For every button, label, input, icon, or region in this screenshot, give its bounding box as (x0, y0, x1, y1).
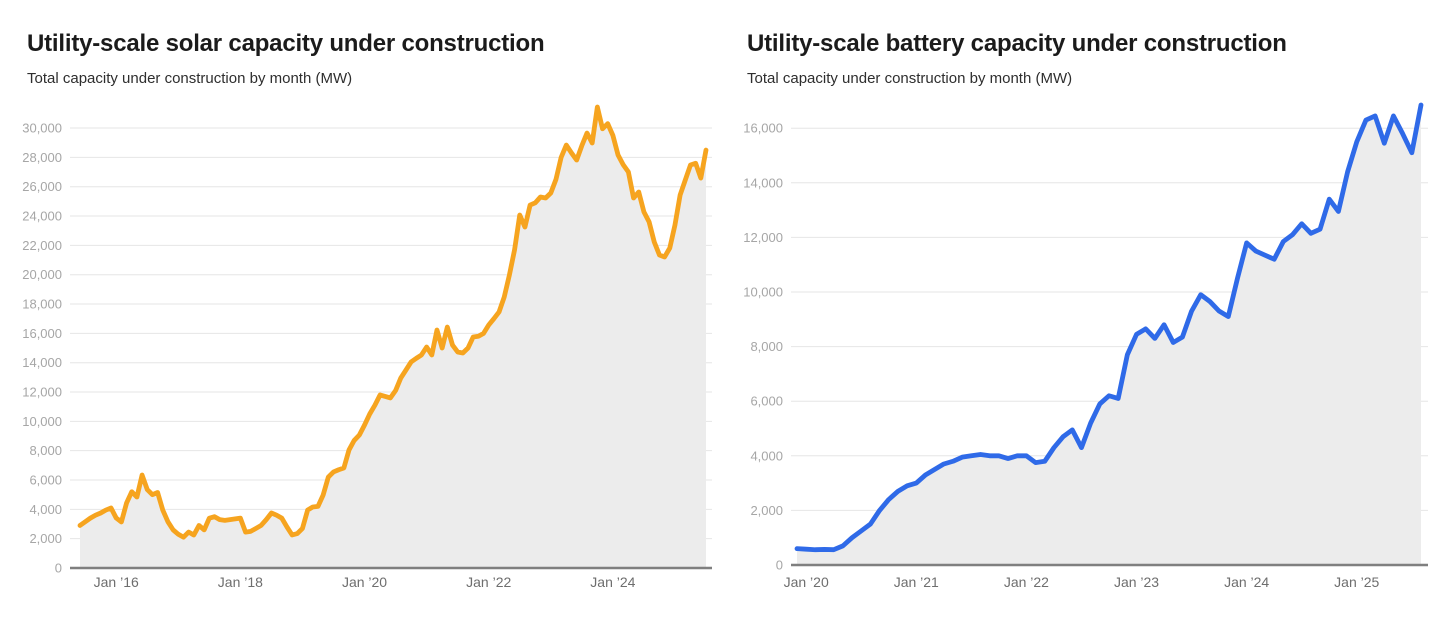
svg-text:0: 0 (776, 557, 783, 572)
svg-text:28,000: 28,000 (22, 149, 62, 164)
svg-text:Jan ’24: Jan ’24 (1224, 574, 1269, 590)
svg-text:6,000: 6,000 (750, 393, 783, 408)
svg-text:26,000: 26,000 (22, 179, 62, 194)
svg-text:30,000: 30,000 (22, 120, 62, 135)
solar-chart-card: Utility-scale solar capacity under const… (22, 30, 712, 590)
svg-text:8,000: 8,000 (750, 339, 783, 354)
battery-chart-plot: 0 2,000 4,000 6,000 8,000 10,000 12,000 14,000 1… (743, 102, 1428, 590)
battery-chart-subtitle: Total capacity under construction by mon… (747, 69, 1073, 87)
svg-text:Jan ’25: Jan ’25 (1334, 574, 1379, 590)
svg-text:Jan ’20: Jan ’20 (342, 574, 387, 590)
svg-text:12,000: 12,000 (22, 384, 62, 399)
svg-text:Jan ’18: Jan ’18 (218, 574, 263, 590)
svg-text:Jan ’20: Jan ’20 (784, 574, 829, 590)
svg-text:Jan ’16: Jan ’16 (94, 574, 139, 590)
svg-text:22,000: 22,000 (22, 237, 62, 252)
svg-text:24,000: 24,000 (22, 208, 62, 223)
svg-text:8,000: 8,000 (29, 443, 62, 458)
svg-text:14,000: 14,000 (743, 175, 783, 190)
svg-text:12,000: 12,000 (743, 229, 783, 244)
solar-chart-plot: 0 2,000 4,000 6,000 8,000 10,000 12,000 14,000 1… (22, 104, 712, 590)
svg-text:6,000: 6,000 (29, 472, 62, 487)
battery-chart-title: Utility-scale battery capacity under con… (747, 30, 1287, 57)
svg-text:Jan ’23: Jan ’23 (1114, 574, 1159, 590)
svg-text:Jan ’21: Jan ’21 (894, 574, 939, 590)
svg-text:14,000: 14,000 (22, 355, 62, 370)
svg-text:16,000: 16,000 (743, 120, 783, 135)
solar-chart-subtitle: Total capacity under construction by mon… (27, 69, 353, 87)
solar-chart-title: Utility-scale solar capacity under const… (27, 30, 545, 57)
svg-text:4,000: 4,000 (29, 501, 62, 516)
svg-text:Jan ’22: Jan ’22 (466, 574, 511, 590)
svg-text:20,000: 20,000 (22, 267, 62, 282)
battery-chart-card: Utility-scale battery capacity under con… (720, 0, 1440, 640)
svg-text:4,000: 4,000 (750, 448, 783, 463)
svg-text:Jan ’22: Jan ’22 (1004, 574, 1049, 590)
svg-text:2,000: 2,000 (29, 531, 62, 546)
svg-text:2,000: 2,000 (750, 502, 783, 517)
svg-text:18,000: 18,000 (22, 296, 62, 311)
svg-text:10,000: 10,000 (22, 413, 62, 428)
svg-text:0: 0 (55, 560, 62, 575)
svg-text:16,000: 16,000 (22, 325, 62, 340)
svg-text:10,000: 10,000 (743, 284, 783, 299)
svg-text:Jan ’24: Jan ’24 (590, 574, 635, 590)
